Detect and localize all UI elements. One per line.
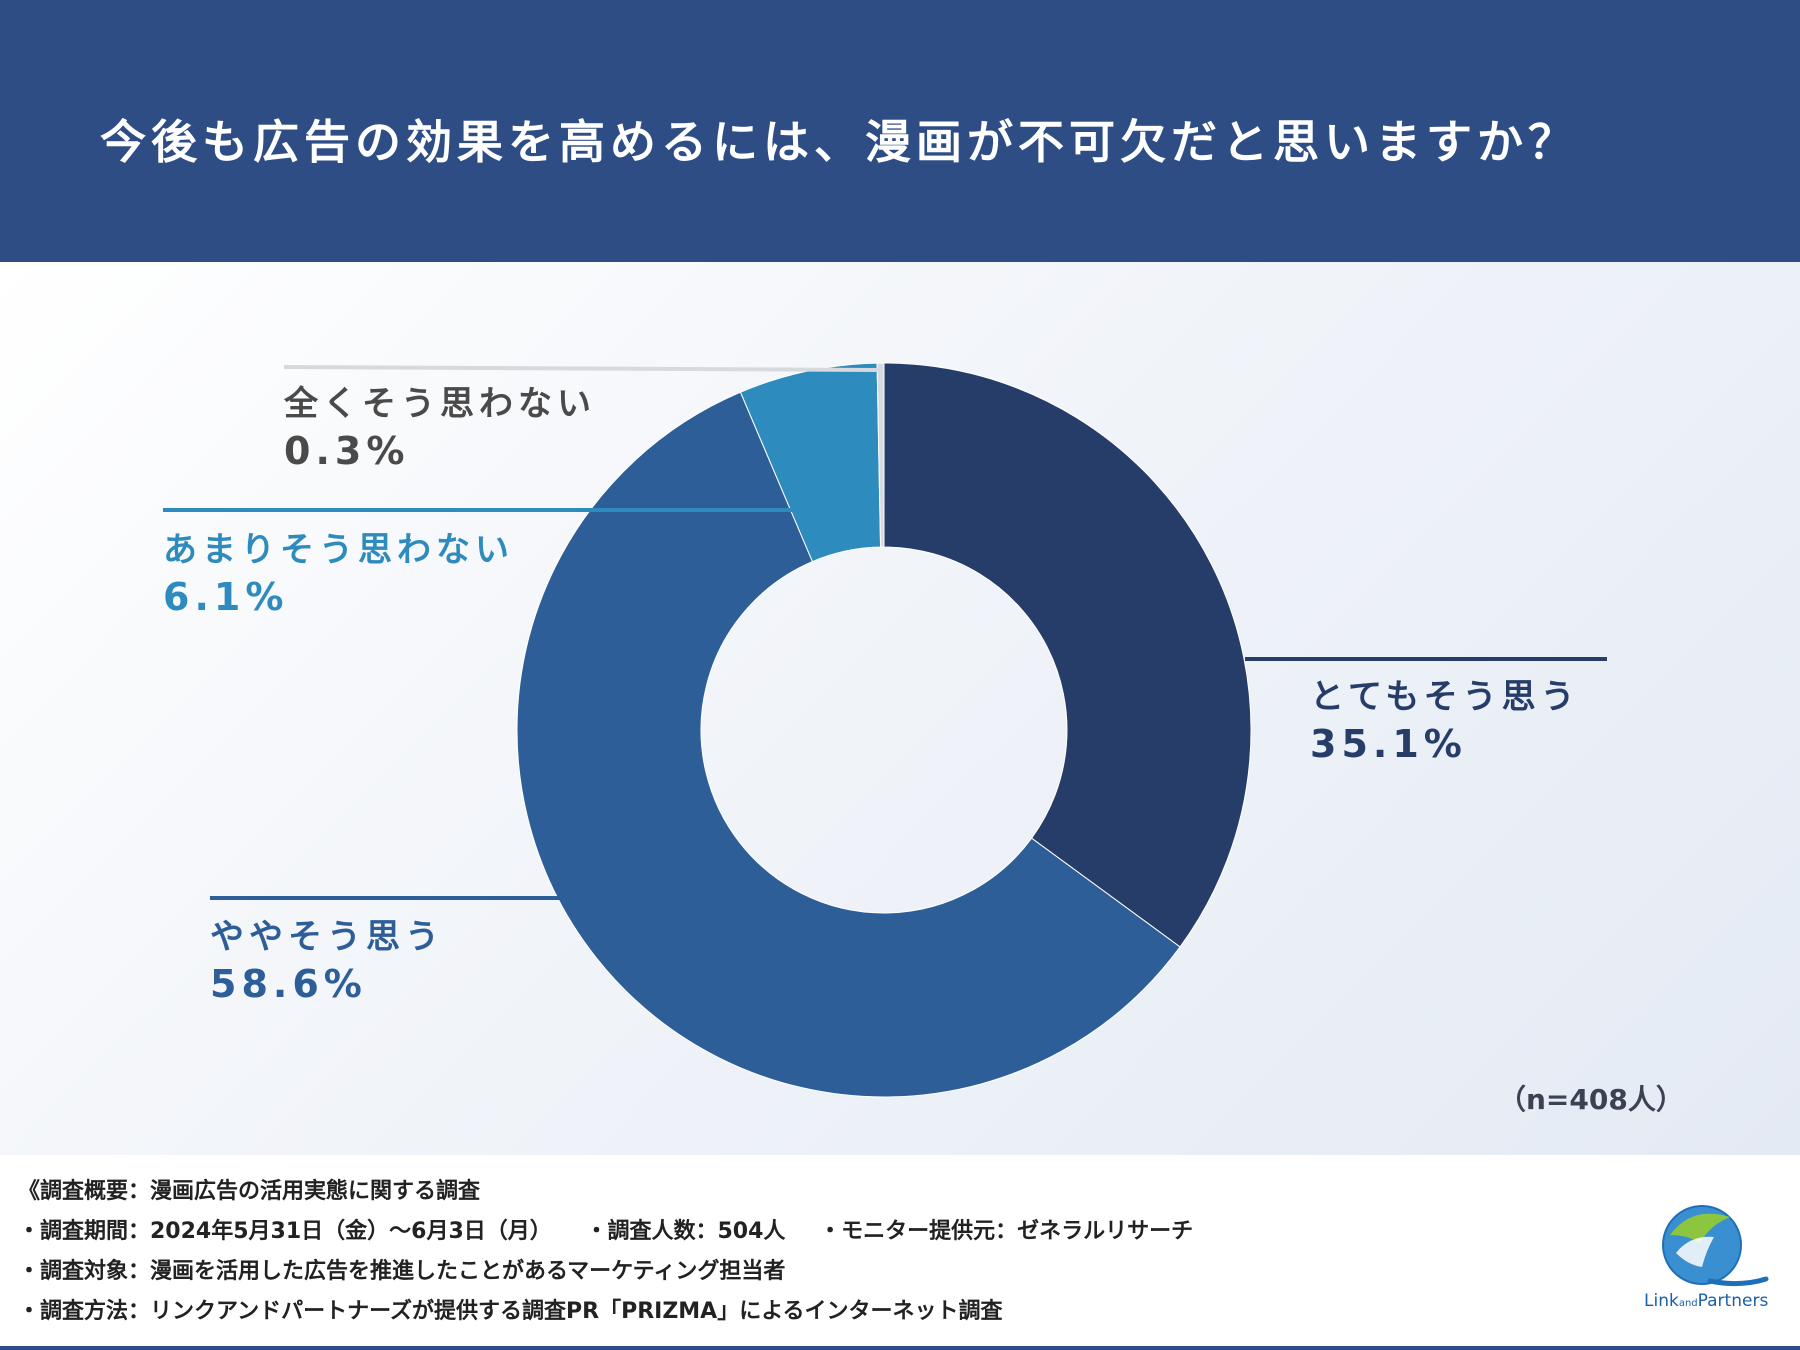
label-value-yaya: 58.6% xyxy=(210,962,367,1006)
label-yaya: ややそう思う 58.6% xyxy=(210,915,444,1009)
bottom-accent-bar xyxy=(0,1346,1800,1350)
survey-footer: 《調査概要：漫画広告の活用実態に関する調査 ・調査期間：2024年5月31日（金… xyxy=(0,1155,1800,1350)
survey-overview: 《調査概要：漫画広告の活用実態に関する調査 xyxy=(18,1179,481,1204)
label-name-totemo: とてもそう思う xyxy=(1310,677,1580,717)
label-value-amari: 6.1% xyxy=(163,575,289,619)
label-value-mattaku: 0.3% xyxy=(284,429,410,473)
logo-word-and: and xyxy=(1678,1298,1698,1309)
label-name-amari: あまりそう思わない xyxy=(163,530,514,570)
sample-size: （n=408人） xyxy=(1498,1083,1684,1116)
header-banner: 今後も広告の効果を高めるには、漫画が不可欠だと思いますか？ xyxy=(0,0,1800,262)
label-name-mattaku: 全くそう思わない xyxy=(284,384,596,424)
label-value-totemo: 35.1% xyxy=(1310,722,1467,766)
survey-period: ・調査期間：2024年5月31日（金）〜6月3日（月） xyxy=(18,1219,552,1244)
leader-line-mattaku xyxy=(283,365,881,372)
donut-chart xyxy=(163,362,1607,1098)
survey-provider: ・モニター提供元：ゼネラルリサーチ xyxy=(819,1219,1194,1244)
logo-wordmark: LinkandPartners xyxy=(1644,1291,1768,1311)
label-amari: あまりそう思わない 6.1% xyxy=(163,528,514,622)
label-name-yaya: ややそう思う xyxy=(210,917,444,957)
survey-count: ・調査人数：504人 xyxy=(585,1219,786,1244)
chart-title: 今後も広告の効果を高めるには、漫画が不可欠だと思いますか？ xyxy=(100,115,1579,169)
label-totemo: とてもそう思う 35.1% xyxy=(1310,675,1580,769)
slice-yaya xyxy=(516,391,1181,1098)
survey-period-row: ・調査期間：2024年5月31日（金）〜6月3日（月） ・調査人数：504人 ・… xyxy=(18,1213,1219,1245)
label-mattaku: 全くそう思わない 0.3% xyxy=(284,382,596,476)
slice-totemo xyxy=(883,362,1252,948)
logo-word-partners: Partners xyxy=(1697,1291,1769,1311)
link-and-partners-logo-icon xyxy=(1662,1205,1769,1287)
slice-mattaku xyxy=(876,362,885,548)
logo-word-link: Link xyxy=(1644,1291,1679,1311)
survey-target: ・調査対象：漫画を活用した広告を推進したことがあるマーケティング担当者 xyxy=(18,1259,786,1284)
survey-method: ・調査方法：リンクアンドパートナーズが提供する調査PR「PRIZMA」によるイン… xyxy=(18,1299,1003,1324)
